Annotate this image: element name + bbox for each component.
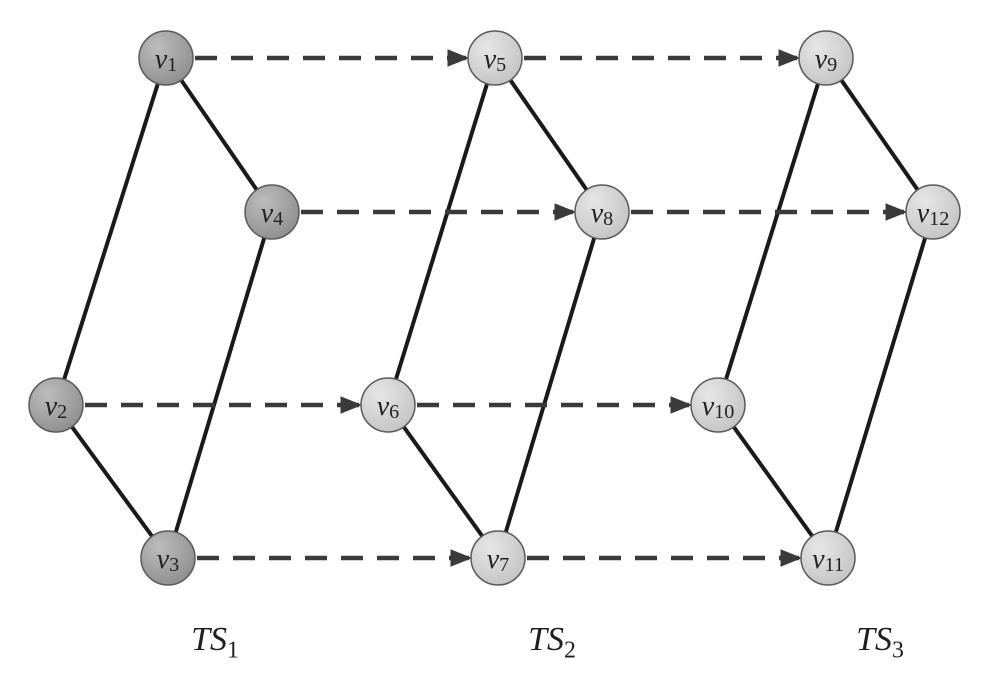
edges-layer (64, 58, 925, 558)
edge-solid (404, 427, 482, 536)
edge-solid (396, 84, 487, 379)
edge-solid (726, 84, 818, 379)
axis-labels-layer: TS1 TS2 TS3 (191, 621, 904, 663)
timeslice-label: TS3 (856, 621, 904, 663)
timeslice-label: TS1 (191, 621, 239, 663)
edge-solid (836, 238, 925, 532)
edge-solid (72, 427, 152, 536)
edge-solid (181, 80, 256, 190)
node-v11: v11 (801, 531, 855, 585)
node-v8: v8 (575, 185, 629, 239)
edge-solid (506, 238, 594, 532)
node-v5: v5 (468, 31, 522, 85)
edge-solid (64, 84, 158, 380)
network-diagram: v1 v2 v3 v4 v5 v6 v7 v8 v9 v10 v11 v12 TS1 TS2 TS3 (0, 0, 1000, 688)
edge-solid (510, 80, 586, 190)
node-v1: v1 (139, 31, 193, 85)
edge-solid (841, 80, 917, 190)
edge-solid (176, 238, 264, 532)
timeslice-label: TS2 (528, 621, 576, 663)
node-v2: v2 (29, 378, 83, 432)
node-v6: v6 (361, 378, 415, 432)
node-v4: v4 (245, 185, 299, 239)
node-v10: v10 (691, 378, 745, 432)
node-v3: v3 (141, 531, 195, 585)
nodes-layer: v1 v2 v3 v4 v5 v6 v7 v8 v9 v10 v11 v12 (29, 31, 960, 585)
node-v7: v7 (471, 531, 525, 585)
node-v12: v12 (906, 185, 960, 239)
edge-solid (734, 427, 812, 536)
node-v9: v9 (799, 31, 853, 85)
